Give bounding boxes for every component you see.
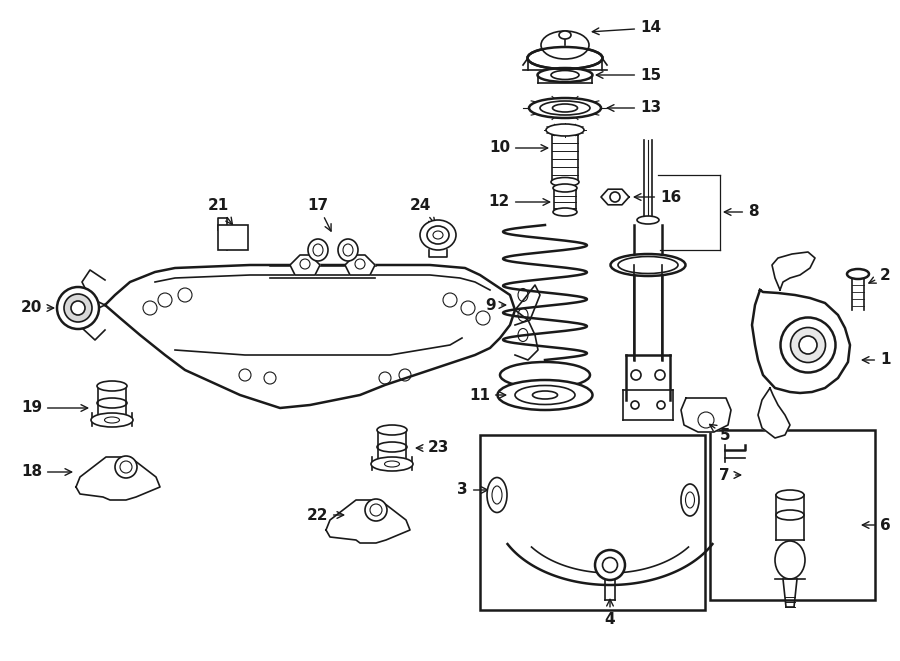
Text: 21: 21 [207, 198, 232, 225]
Ellipse shape [500, 362, 590, 388]
Text: 18: 18 [21, 465, 72, 479]
Ellipse shape [498, 380, 592, 410]
Polygon shape [326, 500, 410, 543]
Ellipse shape [847, 269, 869, 279]
Bar [218, 225, 248, 250]
Ellipse shape [559, 31, 571, 39]
Polygon shape [290, 255, 320, 275]
Polygon shape [76, 457, 160, 500]
Ellipse shape [610, 254, 686, 276]
Ellipse shape [115, 456, 137, 478]
Ellipse shape [64, 294, 92, 322]
Ellipse shape [91, 413, 133, 427]
Ellipse shape [551, 178, 579, 186]
Ellipse shape [527, 47, 602, 69]
Text: 11: 11 [469, 387, 506, 403]
Bar [710, 430, 875, 600]
Ellipse shape [365, 499, 387, 521]
Polygon shape [772, 252, 815, 290]
Ellipse shape [371, 457, 413, 471]
Text: 13: 13 [608, 100, 662, 116]
Ellipse shape [780, 317, 835, 373]
Ellipse shape [537, 68, 592, 82]
Text: 14: 14 [592, 20, 662, 36]
Ellipse shape [553, 184, 577, 192]
Text: 8: 8 [724, 204, 759, 219]
Bar [480, 435, 705, 610]
Polygon shape [345, 255, 375, 275]
Text: 22: 22 [307, 508, 344, 522]
Ellipse shape [338, 239, 358, 261]
Ellipse shape [799, 336, 817, 354]
Text: 7: 7 [719, 467, 741, 483]
Text: 17: 17 [308, 198, 331, 231]
Ellipse shape [57, 287, 99, 329]
Text: 12: 12 [489, 194, 550, 210]
Text: 4: 4 [605, 600, 616, 627]
Polygon shape [681, 398, 731, 432]
Text: 5: 5 [709, 424, 731, 442]
Ellipse shape [487, 477, 507, 512]
Ellipse shape [553, 208, 577, 216]
Text: 19: 19 [21, 401, 87, 416]
Ellipse shape [529, 98, 601, 118]
Text: 1: 1 [862, 352, 890, 368]
Text: 2: 2 [868, 268, 891, 283]
Ellipse shape [541, 31, 589, 59]
Ellipse shape [776, 490, 804, 500]
Ellipse shape [71, 301, 85, 315]
Text: 15: 15 [597, 67, 662, 83]
Text: 10: 10 [489, 141, 548, 155]
Ellipse shape [377, 425, 407, 435]
Text: 23: 23 [417, 440, 449, 455]
Text: 20: 20 [21, 301, 54, 315]
Polygon shape [752, 290, 850, 393]
Ellipse shape [681, 484, 699, 516]
Polygon shape [758, 388, 790, 438]
Text: 24: 24 [410, 198, 436, 225]
Ellipse shape [308, 239, 328, 261]
Text: 9: 9 [485, 297, 506, 313]
Ellipse shape [420, 220, 456, 250]
Ellipse shape [790, 327, 825, 362]
Ellipse shape [637, 216, 659, 224]
Ellipse shape [595, 550, 625, 580]
Text: 6: 6 [862, 518, 891, 533]
Ellipse shape [546, 124, 584, 136]
Polygon shape [105, 265, 515, 408]
Text: 3: 3 [457, 483, 488, 498]
Text: 16: 16 [634, 190, 681, 204]
Ellipse shape [97, 381, 127, 391]
